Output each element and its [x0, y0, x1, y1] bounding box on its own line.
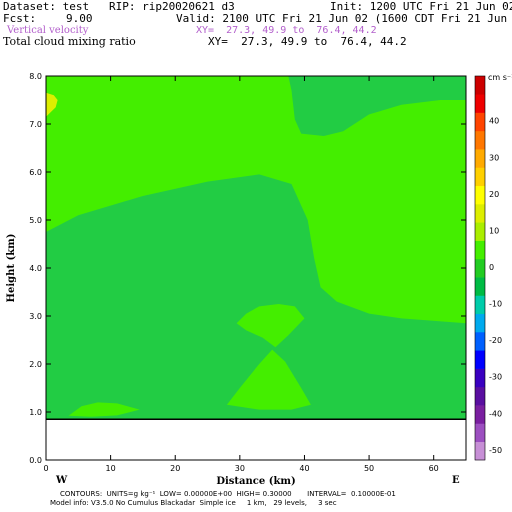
init-time: Init: 1200 UTC Fri 21 Jun 02: [330, 0, 512, 13]
colorbar-label: -50: [489, 446, 502, 455]
endpoint-right: E: [452, 475, 460, 486]
y-tick-label: 3.0: [29, 312, 42, 321]
region-middle-lobe: [236, 304, 305, 348]
colorbar-segment: [475, 130, 485, 150]
colorbar-segment: [475, 240, 485, 260]
contour-info: CONTOURS: UNITS=g kg⁻¹ LOW= 0.00000E+00 …: [60, 490, 396, 498]
valid-time: Valid: 2100 UTC Fri 21 Jun 02 (1600 CDT …: [176, 12, 512, 25]
colorbar-frame: [474, 75, 486, 461]
axis-ticks: 0 10 20 30 40 50 60 0.0 1.0 2.0 3.0 4.0 5.0 6.0 7.0 8.0: [29, 72, 466, 473]
field1-xy: XY= 27.3, 49.9 to 76.4, 44.2: [196, 25, 377, 36]
colorbar-label: 10: [489, 226, 499, 235]
colorbar-segment: [475, 350, 485, 369]
field1-name: Vertical velocity: [7, 25, 89, 36]
colorbar-unit: cm s⁻¹: [488, 73, 512, 82]
colorbar-segment: [475, 258, 485, 278]
colorbar-segment: [475, 405, 485, 424]
colorbar-label: 0: [489, 263, 494, 272]
y-tick-label: 5.0: [29, 216, 42, 225]
colorbar-segment: [475, 222, 485, 241]
y-tick-label: 2.0: [29, 360, 42, 369]
region-top-left-yellow: [46, 92, 58, 117]
colorbar-segment: [475, 295, 485, 315]
y-tick-label: 8.0: [29, 72, 42, 81]
x-tick-label: 0: [43, 464, 48, 473]
y-axis-label: Height (km): [6, 234, 17, 303]
colorbar: -50 -40 -30 -20 -10 0 10 20 30 40: [474, 75, 502, 461]
field2-xy: XY= 27.3, 49.9 to 76.4, 44.2: [208, 35, 407, 48]
field2-name: Total cloud mixing ratio: [3, 35, 136, 48]
dataset-label: Dataset: test RIP: rip20020621 d3: [3, 0, 235, 13]
colorbar-label: 30: [489, 153, 499, 162]
colorbar-segment: [475, 167, 485, 187]
colorbar-segment: [475, 386, 485, 406]
forecast-value: 9.00: [66, 12, 93, 25]
region-bottom-left-lobe: [68, 402, 140, 417]
region-lower-lobe: [226, 349, 311, 410]
x-tick-label: 10: [106, 464, 116, 473]
colorbar-segment: [475, 313, 485, 333]
y-tick-label: 1.0: [29, 408, 42, 417]
model-info: Model info: V3.5.0 No Cumulus Blackadar …: [50, 499, 337, 507]
x-axis-label: Distance (km): [216, 476, 295, 487]
colorbar-segment: [475, 423, 485, 443]
colorbar-segment: [475, 149, 485, 168]
endpoint-left: W: [55, 475, 68, 486]
colorbar-segment: [475, 368, 485, 388]
forecast-label: Fcst:: [3, 12, 37, 25]
region-upper-light: [46, 76, 466, 324]
y-tick-label: 7.0: [29, 120, 42, 129]
colorbar-segment: [475, 94, 485, 113]
x-tick-label: 50: [364, 464, 374, 473]
y-tick-label: 6.0: [29, 168, 42, 177]
colorbar-segment: [475, 76, 485, 95]
colorbar-label: -10: [489, 300, 502, 309]
x-tick-label: 30: [235, 464, 245, 473]
colorbar-segment: [475, 185, 485, 205]
x-tick-label: 40: [299, 464, 309, 473]
colorbar-segment: [475, 204, 485, 223]
y-tick-label: 4.0: [29, 264, 42, 273]
x-tick-label: 20: [170, 464, 180, 473]
colorbar-label: -40: [489, 409, 502, 418]
colorbar-label: 20: [489, 190, 499, 199]
colorbar-segment: [475, 441, 485, 461]
colorbar-segment: [475, 332, 485, 351]
x-tick-label: 60: [429, 464, 439, 473]
region-ground: [46, 419, 466, 460]
colorbar-segment: [475, 112, 485, 132]
colorbar-segment: [475, 277, 485, 296]
colorbar-label: 40: [489, 117, 499, 126]
colorbar-label: -30: [489, 373, 502, 382]
y-tick-label: 0.0: [29, 456, 42, 465]
plot-fills: [46, 76, 466, 460]
colorbar-label: -20: [489, 336, 502, 345]
